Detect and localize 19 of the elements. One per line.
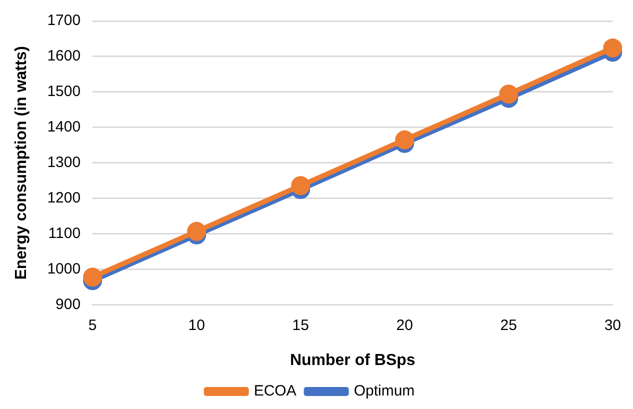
y-tick-label: 1700 [47, 12, 81, 30]
x-tick-label: 30 [604, 316, 621, 334]
x-tick-label: 15 [292, 316, 309, 334]
y-axis-title: Energy consumption (in watts) [13, 46, 30, 280]
x-tick-label: 25 [500, 316, 517, 334]
y-tick-label: 1000 [47, 260, 81, 278]
y-tick-label: 1400 [47, 118, 81, 136]
legend-label: ECOA [254, 382, 296, 400]
x-tick-label: 10 [188, 316, 205, 334]
x-tick-label: 20 [396, 316, 413, 334]
y-tick-label: 1200 [47, 190, 81, 207]
y-tick-label: 900 [56, 296, 81, 313]
y-tick-label: 1500 [47, 83, 81, 100]
y-tick-label: 1300 [47, 154, 81, 172]
x-axis-title: Number of BSps [290, 352, 416, 369]
y-tick-label: 1600 [47, 48, 81, 65]
y-tick-label: 1100 [48, 224, 81, 242]
legend-label: Optimum [354, 382, 415, 400]
x-tick-label: 5 [88, 316, 97, 334]
